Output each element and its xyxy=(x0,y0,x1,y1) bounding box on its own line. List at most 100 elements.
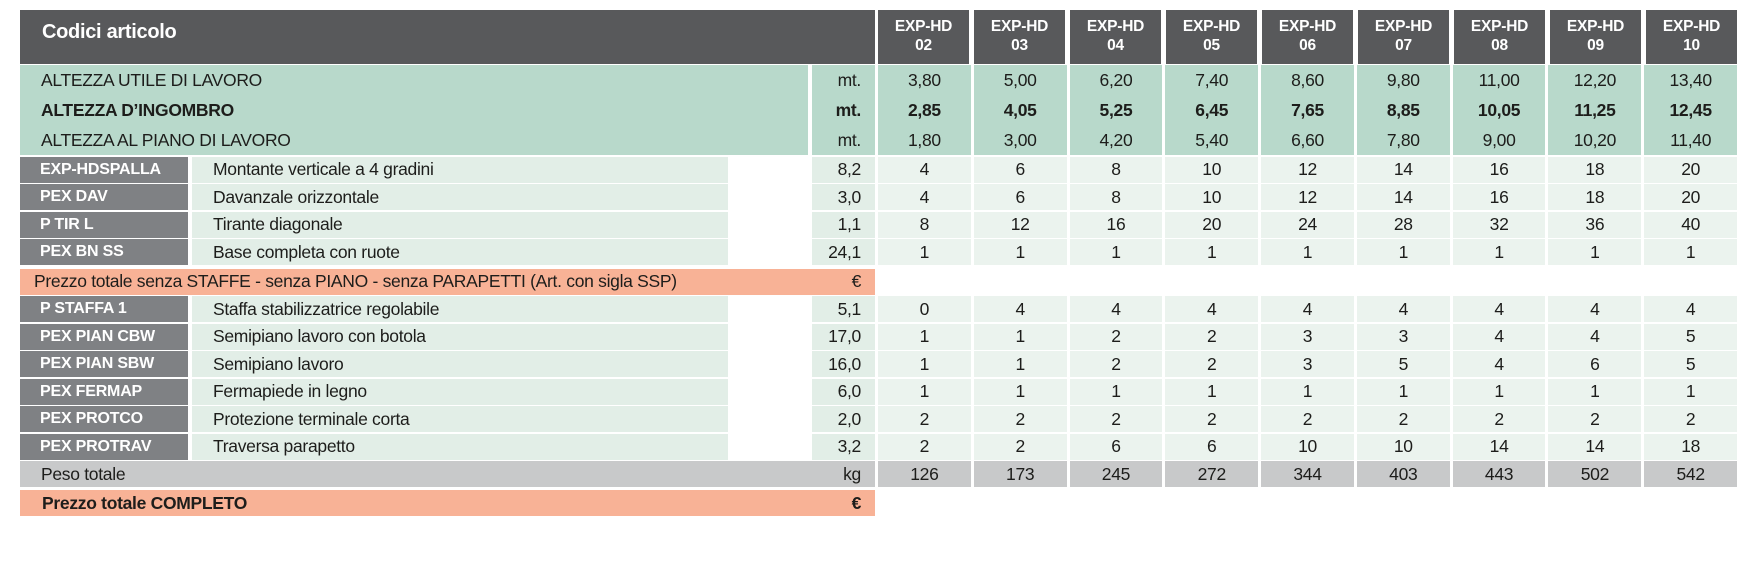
item-weight: 1,1 xyxy=(812,211,875,238)
column-header: EXP-HD 05 xyxy=(1166,10,1257,64)
item-quantity: 1 xyxy=(1644,378,1738,405)
item-row: PEX PROTCO Protezione terminale corta 2,0 2… xyxy=(20,406,1738,432)
item-quantity: 4 xyxy=(1356,296,1450,322)
item-quantity: 2 xyxy=(1452,406,1546,432)
item-quantity: 2 xyxy=(973,406,1067,432)
height-value: 7,40 xyxy=(1165,65,1259,95)
item-quantity: 12 xyxy=(973,211,1067,238)
item-code-badge: PEX PROTCO xyxy=(20,406,188,432)
column-header-size: 02 xyxy=(915,37,932,54)
item-quantity: 2 xyxy=(878,433,971,460)
height-value: 12,20 xyxy=(1548,65,1642,95)
height-value: 4,20 xyxy=(1069,125,1163,155)
item-quantity: 10 xyxy=(1165,184,1259,210)
column-header-size: 10 xyxy=(1683,37,1700,54)
item-quantity: 10 xyxy=(1165,156,1259,183)
subtotal-row: Prezzo totale senza STAFFE - senza PIANO… xyxy=(20,268,1737,295)
height-value: 7,80 xyxy=(1356,125,1450,155)
table-title: Codici articolo xyxy=(20,10,875,64)
row-spacer xyxy=(728,157,812,183)
item-quantity: 10 xyxy=(1261,433,1354,460)
item-weight: 17,0 xyxy=(812,323,875,350)
items-group-1: EXP-HDSPALLA Montante verticale a 4 gradi… xyxy=(20,156,1738,265)
item-quantity: 16 xyxy=(1069,211,1163,238)
weight-total-value: 245 xyxy=(1069,461,1163,487)
weight-total-value: 173 xyxy=(973,461,1067,487)
item-quantity: 1 xyxy=(1452,239,1546,265)
item-quantity: 14 xyxy=(1548,433,1642,460)
height-value: 9,00 xyxy=(1452,125,1546,155)
item-quantity: 4 xyxy=(1548,323,1642,350)
item-quantity: 2 xyxy=(1069,323,1163,350)
item-quantity: 28 xyxy=(1356,211,1450,238)
item-quantity: 18 xyxy=(1548,156,1642,183)
weight-total-value: 344 xyxy=(1261,461,1354,487)
column-header-size: 03 xyxy=(1011,37,1028,54)
item-row: PEX PIAN CBW Semipiano lavoro con botola 1… xyxy=(20,323,1738,350)
weight-total-value: 443 xyxy=(1452,461,1546,487)
item-quantity: 1 xyxy=(1356,239,1450,265)
item-code-badge: P STAFFA 1 xyxy=(20,296,188,322)
item-quantity: 20 xyxy=(1165,211,1259,238)
height-value: 13,40 xyxy=(1644,65,1738,95)
item-quantity: 1 xyxy=(1261,239,1354,265)
height-value: 5,40 xyxy=(1165,125,1259,155)
item-quantities: 2 2 6 6 10 10 14 14 18 xyxy=(878,433,1738,460)
item-description: Montante verticale a 4 gradini xyxy=(192,156,728,183)
item-quantity: 12 xyxy=(1261,156,1354,183)
weight-total-values: 126 173 245 272 344 403 443 502 542 xyxy=(878,461,1738,487)
item-quantity: 1 xyxy=(1165,239,1259,265)
item-quantity: 1 xyxy=(1356,378,1450,405)
item-quantity: 20 xyxy=(1644,184,1738,210)
height-value: 8,85 xyxy=(1356,95,1450,125)
item-row: PEX BN SS Base completa con ruote 24,1 1 1 1 1… xyxy=(20,239,1738,265)
item-row: P TIR L Tirante diagonale 1,1 8 12 16 20 24 28 32… xyxy=(20,211,1738,238)
item-weight: 24,1 xyxy=(812,239,875,265)
item-quantity: 2 xyxy=(973,433,1067,460)
column-header-model: EXP-HD xyxy=(1566,18,1625,36)
item-quantity: 4 xyxy=(1165,296,1259,322)
height-row-values: 1,80 3,00 4,20 5,40 6,60 7,80 9,00 10,20 11,40 xyxy=(878,125,1738,155)
items-group-2: P STAFFA 1 Staffa stabilizzatrice regolab… xyxy=(20,296,1738,460)
item-quantity: 4 xyxy=(973,296,1067,322)
height-value: 2,85 xyxy=(878,95,971,125)
item-quantity: 2 xyxy=(1261,406,1354,432)
grand-total-currency: € xyxy=(851,492,862,513)
item-quantity: 2 xyxy=(1356,406,1450,432)
item-quantity: 4 xyxy=(1452,351,1546,377)
item-row: EXP-HDSPALLA Montante verticale a 4 gradi… xyxy=(20,156,1738,183)
height-value: 6,20 xyxy=(1069,65,1163,95)
column-header-model: EXP-HD xyxy=(1470,18,1529,36)
item-quantities: 8 12 16 20 24 28 32 36 40 xyxy=(878,211,1738,238)
item-quantity: 8 xyxy=(1069,184,1163,210)
height-row-values: 3,80 5,00 6,20 7,40 8,60 9,80 11,00 12,20 13,40 xyxy=(878,65,1738,95)
item-quantity: 8 xyxy=(878,211,971,238)
item-weight: 6,0 xyxy=(812,378,875,405)
subtotal-label: Prezzo totale senza STAFFE - senza PIANO… xyxy=(34,271,677,291)
item-quantity: 1 xyxy=(973,351,1067,377)
item-code-badge: EXP-HDSPALLA xyxy=(20,156,188,183)
item-quantity: 1 xyxy=(1069,239,1163,265)
item-quantity: 6 xyxy=(1165,433,1259,460)
item-weight: 5,1 xyxy=(812,296,875,322)
column-header: EXP-HD 09 xyxy=(1550,10,1641,64)
item-quantity: 4 xyxy=(1261,296,1354,322)
item-description: Davanzale orizzontale xyxy=(192,184,728,210)
item-quantity: 3 xyxy=(1261,351,1354,377)
item-quantity: 1 xyxy=(1452,378,1546,405)
item-quantity: 1 xyxy=(1261,378,1354,405)
item-quantity: 1 xyxy=(973,378,1067,405)
item-quantity: 0 xyxy=(878,296,971,322)
item-code-badge: PEX PROTRAV xyxy=(20,433,188,460)
height-value: 9,80 xyxy=(1356,65,1450,95)
item-quantity: 4 xyxy=(878,156,971,183)
column-header: EXP-HD 07 xyxy=(1358,10,1449,64)
item-quantity: 1 xyxy=(878,351,971,377)
item-quantity: 1 xyxy=(1644,239,1738,265)
column-header: EXP-HD 04 xyxy=(1070,10,1161,64)
height-value: 7,65 xyxy=(1261,95,1354,125)
item-weight: 8,2 xyxy=(812,156,875,183)
